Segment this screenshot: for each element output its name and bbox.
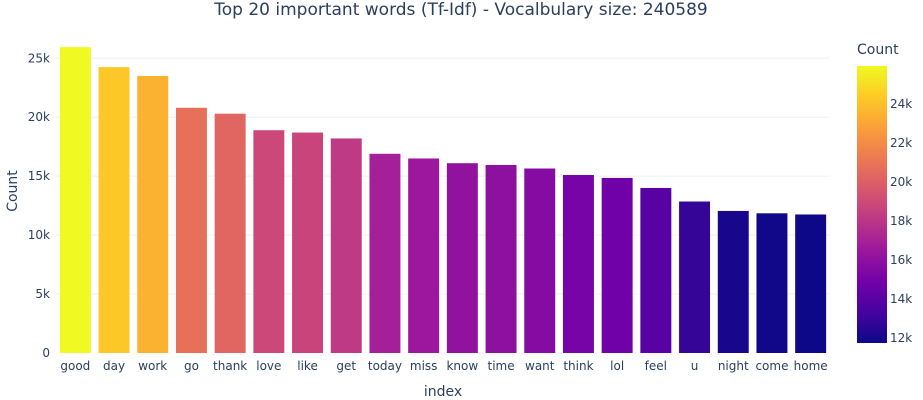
x-axis-label: index — [424, 384, 462, 400]
x-tick-label: thank — [213, 359, 247, 373]
x-tick-label: like — [297, 359, 318, 373]
x-tick-label: get — [336, 359, 356, 373]
bar-like — [292, 132, 324, 353]
bar-time — [485, 164, 517, 353]
colorbar-tick-labels: 12k 14k 16k 18k 20k 22k 24k — [890, 97, 912, 345]
gridlines — [56, 57, 830, 295]
bar-want — [524, 168, 556, 353]
bar-day — [98, 67, 130, 353]
x-tick-label: work — [138, 359, 167, 373]
colorbar-tick-label: 14k — [890, 292, 912, 306]
bar-lol — [601, 177, 633, 353]
x-tick-label: day — [103, 359, 125, 373]
y-tick-label: 15k — [28, 169, 50, 183]
colorbar-tick-label: 12k — [890, 331, 912, 345]
colorbar-tick-label: 22k — [890, 136, 912, 150]
x-tick-labels: good day work go thank love like get today miss kn… — [60, 359, 827, 373]
bar-get — [330, 138, 362, 353]
x-tick-label: go — [184, 359, 199, 373]
bar-night — [717, 210, 749, 353]
bar-thank — [214, 113, 246, 353]
x-tick-label: lol — [610, 359, 624, 373]
bar-come — [756, 213, 788, 353]
x-tick-label: today — [368, 359, 402, 373]
y-tick-label: 20k — [28, 110, 50, 124]
x-tick-label: u — [691, 359, 699, 373]
colorbar — [857, 66, 887, 343]
bar-u — [679, 201, 711, 353]
x-tick-label: miss — [410, 359, 438, 373]
x-tick-label: home — [794, 359, 828, 373]
y-axis-label: Count — [5, 170, 21, 212]
x-tick-label: come — [755, 359, 788, 373]
y-tick-label: 10k — [28, 228, 50, 242]
colorbar-tick-label: 24k — [890, 97, 912, 111]
colorbar-tick-label: 16k — [890, 253, 912, 267]
x-tick-label: night — [718, 359, 749, 373]
x-tick-label: love — [256, 359, 281, 373]
bar-work — [137, 75, 169, 353]
colorbar-title: Count — [857, 42, 899, 58]
bar-today — [369, 153, 401, 353]
bar-miss — [408, 158, 440, 353]
bar-feel — [640, 187, 672, 353]
bar-home — [795, 214, 827, 353]
y-tick-label: 5k — [35, 287, 50, 301]
chart-title: Top 20 important words (Tf-Idf) - Vocalb… — [213, 0, 707, 20]
bar-know — [446, 163, 478, 353]
bar-good — [59, 47, 91, 353]
bars — [59, 47, 827, 353]
colorbar-tick-label: 20k — [890, 175, 912, 189]
bar-think — [562, 174, 594, 353]
x-tick-label: want — [525, 359, 555, 373]
x-tick-label: know — [446, 359, 478, 373]
x-tick-label: time — [487, 359, 514, 373]
colorbar-tick-label: 18k — [890, 214, 912, 228]
y-tick-label: 0 — [42, 346, 50, 360]
x-tick-label: feel — [645, 359, 667, 373]
bar-love — [253, 130, 285, 353]
x-tick-label: good — [60, 359, 90, 373]
bar-go — [175, 107, 207, 353]
y-tick-label: 25k — [28, 51, 50, 65]
y-tick-labels: 0 5k 10k 15k 20k 25k — [28, 51, 50, 360]
x-tick-label: think — [563, 359, 593, 373]
